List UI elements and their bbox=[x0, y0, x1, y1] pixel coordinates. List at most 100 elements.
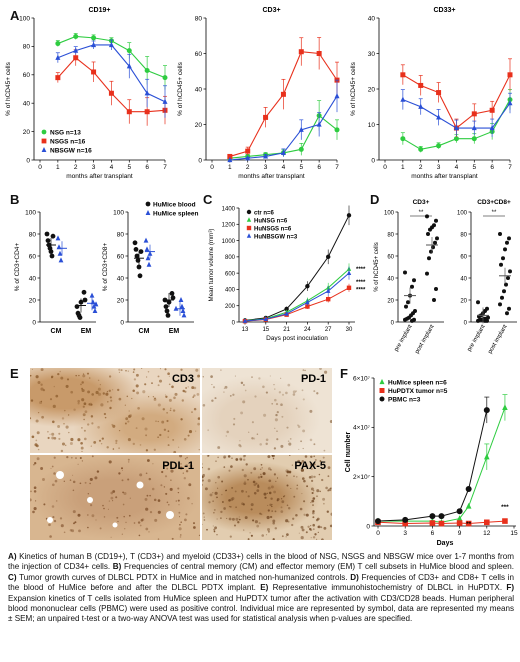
y-axis-label: % of hCD45+ cells bbox=[5, 61, 12, 115]
tissue-cell bbox=[193, 394, 196, 397]
tissue-cell bbox=[295, 390, 298, 393]
tissue-cell bbox=[304, 464, 308, 467]
tissue-cell bbox=[69, 442, 73, 445]
tissue-cell bbox=[244, 480, 246, 482]
data-point bbox=[165, 313, 171, 318]
tissue-cell bbox=[304, 455, 308, 458]
tissue-cell bbox=[260, 513, 263, 516]
tissue-cell bbox=[166, 419, 169, 423]
tissue-cell bbox=[271, 402, 274, 405]
tissue-cell bbox=[153, 498, 157, 502]
data-point bbox=[375, 518, 381, 525]
chart-a-cd33: 0 10 20 30 40 0 1 2 3 4 5 6 7 CD33+ months after trans… bbox=[350, 7, 513, 180]
tissue-cell bbox=[221, 494, 223, 496]
tissue-cell bbox=[195, 430, 197, 432]
data-point bbox=[418, 146, 424, 152]
tissue-cell bbox=[168, 504, 170, 506]
tissue-cell bbox=[178, 516, 181, 518]
data-point bbox=[507, 236, 511, 241]
tissue-cell bbox=[40, 387, 44, 391]
data-point bbox=[403, 270, 407, 275]
tissue-cell bbox=[178, 511, 181, 514]
tissue-cell bbox=[88, 377, 91, 379]
tissue-cell bbox=[265, 534, 268, 536]
tissue-cell bbox=[166, 467, 169, 470]
tissue-cell bbox=[214, 491, 218, 495]
tissue-cell bbox=[270, 497, 273, 500]
tissue-cell bbox=[231, 457, 233, 459]
y-tick-label: 0 bbox=[366, 523, 370, 530]
tissue-cell bbox=[185, 470, 189, 473]
y-tick-label: 60 bbox=[460, 254, 467, 260]
tissue-cell bbox=[244, 516, 248, 520]
tissue-cell bbox=[223, 391, 225, 393]
tissue-cell bbox=[304, 369, 306, 372]
tissue-cell bbox=[37, 381, 41, 384]
y-tick-label: 40 bbox=[195, 86, 203, 93]
tissue-cell bbox=[261, 534, 264, 537]
caption-b-text: Frequencies of central memory (CM) and e… bbox=[121, 562, 514, 572]
legend-marker bbox=[246, 233, 252, 238]
tissue-cell bbox=[51, 432, 55, 436]
x-tick-label: 7 bbox=[335, 164, 339, 171]
data-point bbox=[58, 257, 64, 263]
tissue-cell bbox=[262, 385, 265, 389]
caption-a-text: Kinetics of human B (CD19+), T (CD3+) an… bbox=[8, 552, 514, 572]
tissue-cell bbox=[216, 534, 218, 536]
tissue-cell bbox=[319, 368, 322, 370]
y-tick-label: 20 bbox=[387, 298, 394, 304]
y-tick-label: 0 bbox=[464, 320, 468, 326]
chart-title: CD3+ bbox=[262, 7, 280, 14]
y-tick-label: 20 bbox=[195, 122, 203, 129]
legend-label: NSGS n=16 bbox=[50, 139, 86, 146]
tissue-cell bbox=[80, 383, 82, 386]
tissue-cell bbox=[127, 461, 130, 463]
tissue-cell bbox=[197, 422, 200, 426]
tissue-cell bbox=[276, 411, 279, 414]
tissue-cell bbox=[180, 368, 183, 371]
tissue-cell bbox=[259, 473, 262, 476]
tissue-cell bbox=[157, 384, 160, 387]
x-tick-label: 3 bbox=[403, 530, 407, 537]
legend-marker bbox=[246, 217, 252, 222]
tissue-cell bbox=[105, 392, 109, 396]
tissue-cell bbox=[90, 415, 94, 418]
data-point bbox=[73, 33, 79, 39]
data-point bbox=[108, 41, 114, 48]
tissue-cell bbox=[87, 526, 89, 529]
tissue-cell bbox=[52, 420, 55, 424]
tissue-cell bbox=[106, 390, 109, 393]
tissue-cell bbox=[132, 442, 136, 446]
tissue-cell bbox=[182, 472, 184, 474]
tissue-cell bbox=[211, 399, 214, 402]
y-tick-label: 0 bbox=[32, 319, 36, 326]
tissue-cell bbox=[93, 440, 97, 444]
tissue-cell bbox=[185, 387, 187, 389]
tissue-cell bbox=[157, 375, 160, 378]
tissue-cell bbox=[168, 398, 172, 402]
tissue-cell bbox=[198, 449, 200, 451]
tissue-cell bbox=[103, 507, 105, 510]
tissue-cell bbox=[184, 518, 187, 522]
tissue-cell bbox=[271, 505, 273, 508]
tissue-cell bbox=[179, 536, 182, 538]
tissue-cell bbox=[108, 500, 111, 502]
tissue-cell bbox=[146, 459, 150, 462]
tissue-cell bbox=[301, 493, 303, 495]
y-tick-label: 1400 bbox=[222, 206, 236, 212]
tissue-vacuole bbox=[47, 517, 53, 523]
tissue-cell bbox=[303, 479, 306, 483]
tissue-cell bbox=[286, 470, 290, 474]
y-tick-label: 60 bbox=[23, 72, 31, 79]
y-tick-label: 20 bbox=[368, 86, 376, 93]
tissue-cell bbox=[165, 395, 168, 398]
tissue-cell bbox=[78, 374, 80, 377]
tissue-cell bbox=[276, 497, 280, 501]
tissue-cell bbox=[128, 514, 131, 517]
tissue-cell bbox=[87, 493, 89, 495]
legend-label: HuNBSGW n=3 bbox=[254, 235, 298, 241]
tissue-cell bbox=[233, 417, 236, 420]
tissue-cell bbox=[157, 499, 161, 502]
tissue-cell bbox=[202, 483, 204, 486]
tissue-cell bbox=[72, 480, 76, 484]
